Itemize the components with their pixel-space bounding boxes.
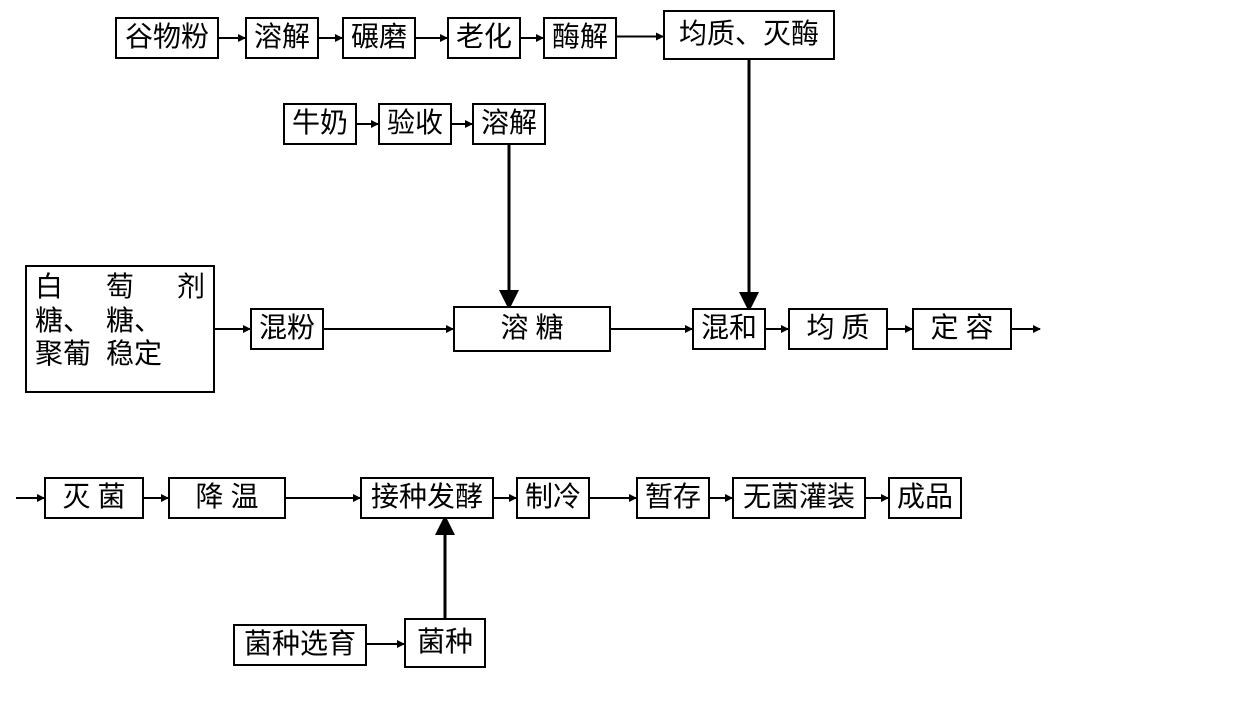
flow-node-n8: 验收 xyxy=(378,103,452,145)
flow-node-n18: 接种发酵 xyxy=(360,477,494,519)
flow-node-n6: 均质、灭酶 xyxy=(663,10,835,60)
flow-node-n14: 均 质 xyxy=(788,308,888,350)
flow-node-n19: 制冷 xyxy=(516,477,590,519)
flow-node-n21: 无菌灌装 xyxy=(732,477,866,519)
flow-node-n13: 混和 xyxy=(692,308,766,350)
flow-node-n5: 酶解 xyxy=(543,17,617,59)
flow-node-n9: 溶解 xyxy=(472,103,546,145)
flow-node-n22: 成品 xyxy=(888,477,962,519)
flow-node-n17: 降 温 xyxy=(168,477,286,519)
flow-node-n7: 牛奶 xyxy=(283,103,357,145)
flow-node-n2: 溶解 xyxy=(245,17,319,59)
flow-node-n24: 菌种 xyxy=(404,618,486,668)
flow-node-n4: 老化 xyxy=(447,17,521,59)
flow-node-n10: 白糖、聚葡萄糖、稳定剂 xyxy=(25,265,215,393)
flow-node-n20: 暂存 xyxy=(636,477,710,519)
flow-node-n23: 菌种选育 xyxy=(233,624,367,666)
flow-node-n3: 碾磨 xyxy=(342,17,416,59)
flow-node-n15: 定 容 xyxy=(912,308,1012,350)
flow-node-n12: 溶 糖 xyxy=(453,306,611,352)
flow-node-n16: 灭 菌 xyxy=(44,477,144,519)
flow-node-n11: 混粉 xyxy=(250,308,324,350)
flow-node-n1: 谷物粉 xyxy=(115,17,219,59)
